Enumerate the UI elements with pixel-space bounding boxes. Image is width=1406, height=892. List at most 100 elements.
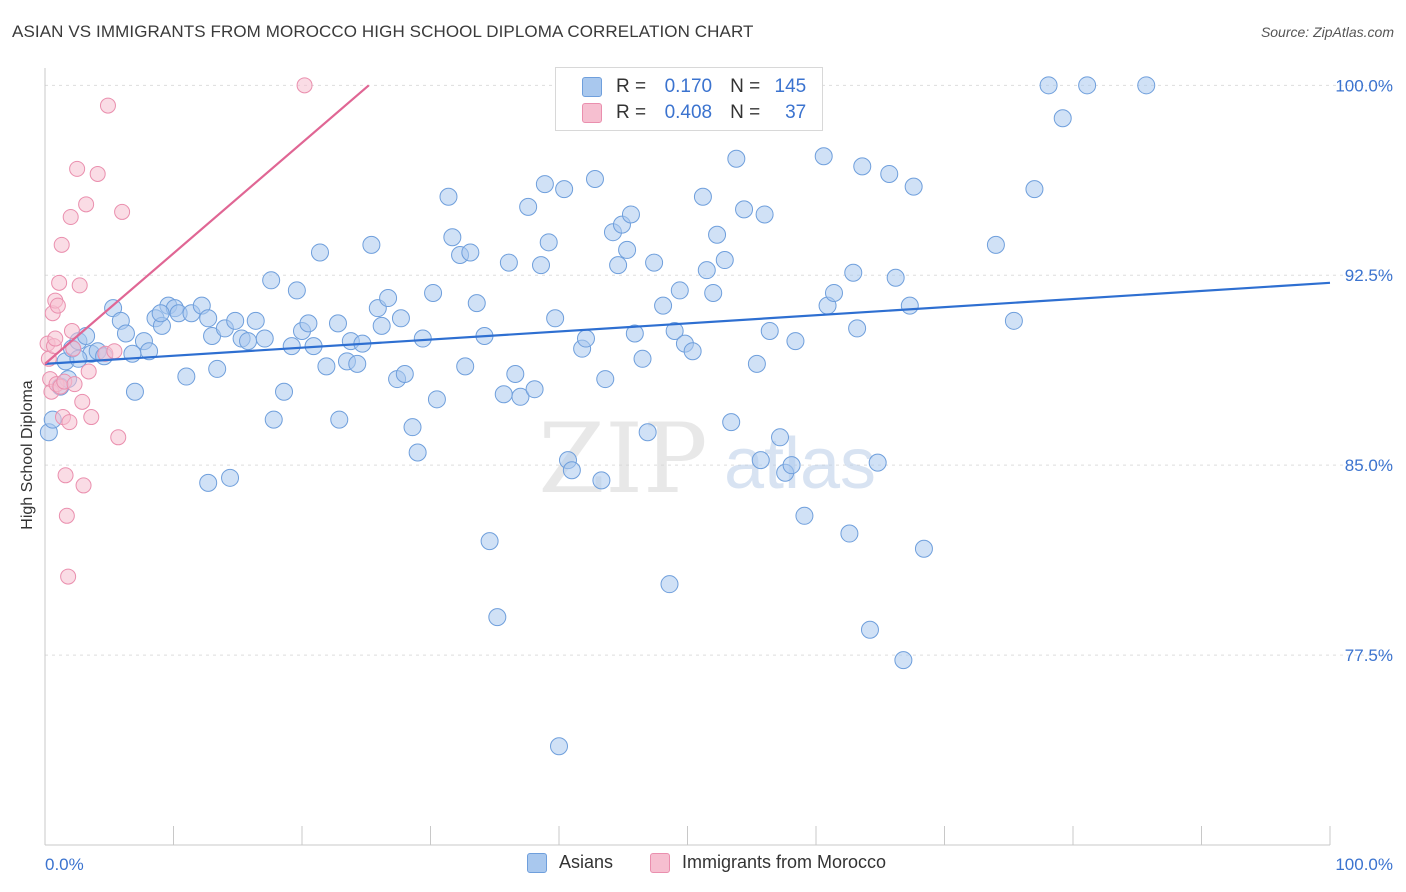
asian-point (848, 319, 867, 338)
asian-point (391, 309, 410, 328)
asian-point (1078, 76, 1097, 95)
asian-point (403, 418, 422, 437)
asian-point (645, 253, 664, 272)
asian-point (904, 177, 923, 196)
asian-point (395, 365, 414, 383)
asian-point (814, 147, 833, 166)
asian-point (221, 468, 240, 487)
legend-item-morocco[interactable]: Immigrants from Morocco (650, 852, 886, 873)
asian-point (525, 380, 544, 399)
asian-point (443, 228, 462, 247)
trend-lines (44, 84, 1331, 365)
asian-point (546, 309, 565, 328)
r-label: R = (616, 102, 647, 123)
asian-point (880, 164, 899, 183)
asian-point (751, 451, 770, 470)
asians-swatch (527, 852, 547, 873)
watermark: ZIP atlas (538, 403, 876, 515)
asian-point (282, 337, 301, 356)
asian-point (727, 149, 746, 168)
asian-point (914, 539, 933, 558)
asian-point (488, 608, 507, 627)
y-tick-label: 85.0% (1345, 456, 1393, 475)
y-tick-label: 92.5% (1345, 266, 1393, 285)
morocco-trend-line (44, 84, 370, 365)
morocco-point (49, 297, 66, 314)
asian-point (760, 321, 779, 340)
asian-point (456, 357, 475, 376)
asian-point (782, 456, 801, 475)
asian-point (539, 233, 558, 252)
asian-point (795, 506, 814, 525)
asian-point (239, 332, 258, 351)
morocco-point (65, 340, 82, 357)
morocco-point (110, 429, 127, 446)
stats-legend: R = 0.170 N = 145 R = 0.408 N = 37 (555, 67, 823, 131)
asian-point (77, 327, 96, 346)
asian-point (693, 187, 712, 206)
legend-item-asians[interactable]: Asians (527, 852, 613, 873)
morocco-point (78, 196, 95, 213)
asian-point (894, 651, 913, 670)
asian-point (264, 410, 283, 429)
asian-point (840, 524, 859, 543)
asian-point (860, 620, 879, 639)
asian-point (532, 256, 551, 275)
asian-point (255, 329, 274, 348)
asian-point (562, 461, 581, 480)
asian-point (317, 357, 336, 376)
asian-point (900, 296, 919, 315)
asian-point (1025, 180, 1044, 199)
morocco-swatch (650, 852, 670, 873)
asian-point (506, 365, 525, 383)
gridlines (45, 84, 1393, 656)
morocco-point (80, 363, 97, 380)
asian-point (747, 354, 766, 373)
asian-point (670, 281, 689, 300)
asian-point (986, 235, 1005, 254)
asians-swatch (582, 77, 602, 97)
asian-point (555, 180, 574, 199)
asian-point (199, 309, 218, 328)
asian-point (621, 205, 640, 224)
morocco-point (99, 97, 116, 114)
morocco-point (66, 376, 83, 393)
asian-point (439, 187, 458, 206)
n-value: 37 (785, 102, 807, 123)
r-label: R = (616, 76, 647, 97)
asian-point (735, 200, 754, 219)
asian-point (413, 329, 432, 348)
asian-point (461, 243, 480, 262)
asian-point (844, 263, 863, 282)
data-points (39, 76, 1156, 756)
asian-point (755, 205, 774, 224)
morocco-point (89, 165, 106, 182)
morocco-swatch (582, 103, 602, 123)
morocco-point (63, 322, 80, 339)
n-label: N = (730, 102, 761, 123)
asian-point (1004, 311, 1023, 330)
morocco-point (69, 160, 86, 177)
asian-point (1137, 76, 1156, 95)
x-tick-label: 0.0% (45, 855, 84, 874)
asian-point (379, 289, 398, 308)
asian-point (494, 385, 513, 404)
asian-point (633, 349, 652, 368)
asian-point (275, 382, 294, 401)
asian-point (262, 271, 281, 290)
legend-row-asians: R = 0.170 N = 145 (582, 74, 806, 100)
asian-point (550, 737, 568, 756)
asian-point (226, 311, 245, 330)
morocco-point (57, 467, 74, 484)
morocco-point (114, 203, 131, 220)
asian-trend-line (44, 281, 1331, 365)
asian-point (125, 382, 144, 401)
asian-point (177, 367, 196, 386)
asian-point (868, 453, 887, 472)
morocco-point (62, 209, 79, 225)
morocco-point (53, 236, 70, 253)
asian-point (362, 235, 381, 254)
morocco-point (51, 274, 68, 291)
morocco-point (71, 277, 88, 294)
